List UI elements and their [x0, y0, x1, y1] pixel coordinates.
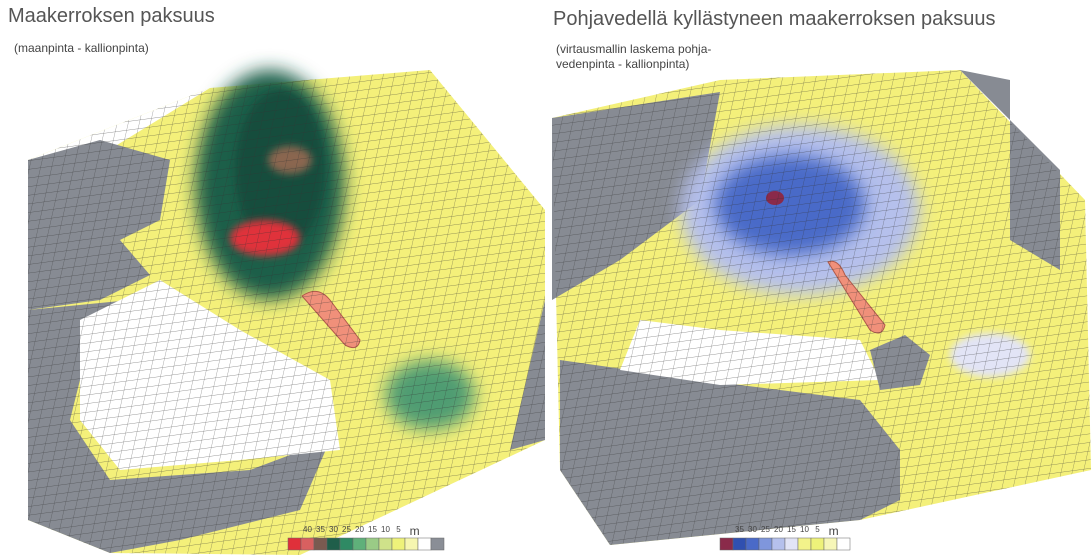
- legend-swatch: [327, 538, 340, 550]
- legend-swatch: [392, 538, 405, 550]
- legend-swatch: [431, 538, 444, 550]
- legend-swatch: [366, 538, 379, 550]
- legend-swatch: [418, 538, 431, 550]
- legend-swatch: [824, 538, 837, 550]
- legend-swatch: [301, 538, 314, 550]
- legend-swatch: [314, 538, 327, 550]
- panel-subtitle: (virtausmallin laskema pohja-: [556, 42, 711, 56]
- legend-swatch: [288, 538, 301, 550]
- legend-label: 30: [748, 525, 757, 534]
- legend-label: 15: [787, 525, 796, 534]
- legend-label: 35: [316, 525, 325, 534]
- legend-swatch: [798, 538, 811, 550]
- legend-label: 5: [815, 525, 820, 534]
- panel-subtitle: vedenpinta - kallionpinta): [556, 57, 689, 71]
- panel-title: Pohjavedellä kyllästyneen maakerroksen p…: [553, 8, 995, 30]
- legend-label: 20: [355, 525, 364, 534]
- captions: Maakerroksen paksuus (maanpinta - kallio…: [8, 5, 995, 71]
- legend-label: 10: [381, 525, 390, 534]
- legend-swatch: [811, 538, 824, 550]
- legend-swatch: [720, 538, 733, 550]
- legend-swatch: [772, 538, 785, 550]
- legend-swatch: [340, 538, 353, 550]
- legend-label: 10: [800, 525, 809, 534]
- legend-label: 30: [329, 525, 338, 534]
- legend-unit: m: [410, 524, 420, 538]
- right-map: [552, 70, 1091, 545]
- legend-label: 5: [396, 525, 401, 534]
- legend-swatch: [353, 538, 366, 550]
- legend-swatch: [746, 538, 759, 550]
- legend-label: 40: [303, 525, 312, 534]
- legend-swatch: [405, 538, 418, 550]
- panel-subtitle: (maanpinta - kallionpinta): [14, 41, 149, 55]
- legend-swatch: [733, 538, 746, 550]
- figure: Maakerroksen paksuus (maanpinta - kallio…: [0, 0, 1091, 555]
- legend-swatch: [837, 538, 850, 550]
- legend-label: 35: [735, 525, 744, 534]
- panel-title: Maakerroksen paksuus: [8, 5, 215, 27]
- legend-swatch: [759, 538, 772, 550]
- left-map: [28, 70, 545, 555]
- legend-swatch: [785, 538, 798, 550]
- legend-label: 25: [342, 525, 351, 534]
- legend-unit: m: [829, 524, 839, 538]
- legend-label: 15: [368, 525, 377, 534]
- legend-swatch: [379, 538, 392, 550]
- legend-label: 25: [761, 525, 770, 534]
- legend-label: 20: [774, 525, 783, 534]
